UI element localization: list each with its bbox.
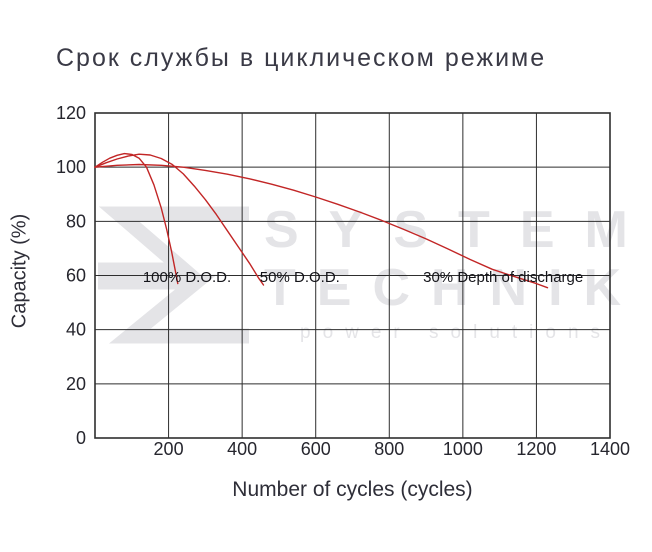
x-axis-label: Number of cycles (cycles) bbox=[232, 478, 473, 501]
y-tick-label: 80 bbox=[66, 211, 86, 231]
watermark-line1: SYSTEM bbox=[264, 201, 652, 259]
plot-border bbox=[94, 112, 611, 439]
series-label-1: 50% D.O.D. bbox=[260, 269, 340, 286]
y-tick-label: 120 bbox=[56, 103, 86, 123]
chart-title: Срок службы в циклическом режиме bbox=[56, 44, 547, 72]
x-tick-label: 1200 bbox=[516, 439, 556, 459]
watermark-logo-icon bbox=[98, 206, 249, 344]
series-curve-2 bbox=[94, 163, 549, 289]
y-axis-label: Capacity (%) bbox=[8, 213, 31, 329]
y-tick-label: 60 bbox=[66, 266, 86, 286]
y-tick-label: 100 bbox=[56, 157, 86, 177]
series-label-2: 30% Depth of discharge bbox=[423, 269, 583, 286]
x-tick-label: 1000 bbox=[443, 439, 483, 459]
x-tick-label: 400 bbox=[227, 439, 257, 459]
x-tick-label: 200 bbox=[154, 439, 184, 459]
y-tick-label: 0 bbox=[76, 428, 86, 448]
x-tick-label: 1400 bbox=[590, 439, 630, 459]
x-tick-label: 800 bbox=[374, 439, 404, 459]
watermark-tagline: power solutions bbox=[300, 322, 613, 343]
series-label-0: 100% D.O.D. bbox=[143, 269, 231, 286]
series-curve-1 bbox=[94, 153, 265, 286]
watermark-line2: TECHNIK bbox=[264, 259, 643, 317]
y-tick-label: 20 bbox=[66, 374, 86, 394]
y-tick-label: 40 bbox=[66, 320, 86, 340]
x-tick-label: 600 bbox=[301, 439, 331, 459]
watermark: SYSTEM TECHNIK power solutions bbox=[84, 201, 644, 356]
series-curve-0 bbox=[94, 152, 179, 285]
